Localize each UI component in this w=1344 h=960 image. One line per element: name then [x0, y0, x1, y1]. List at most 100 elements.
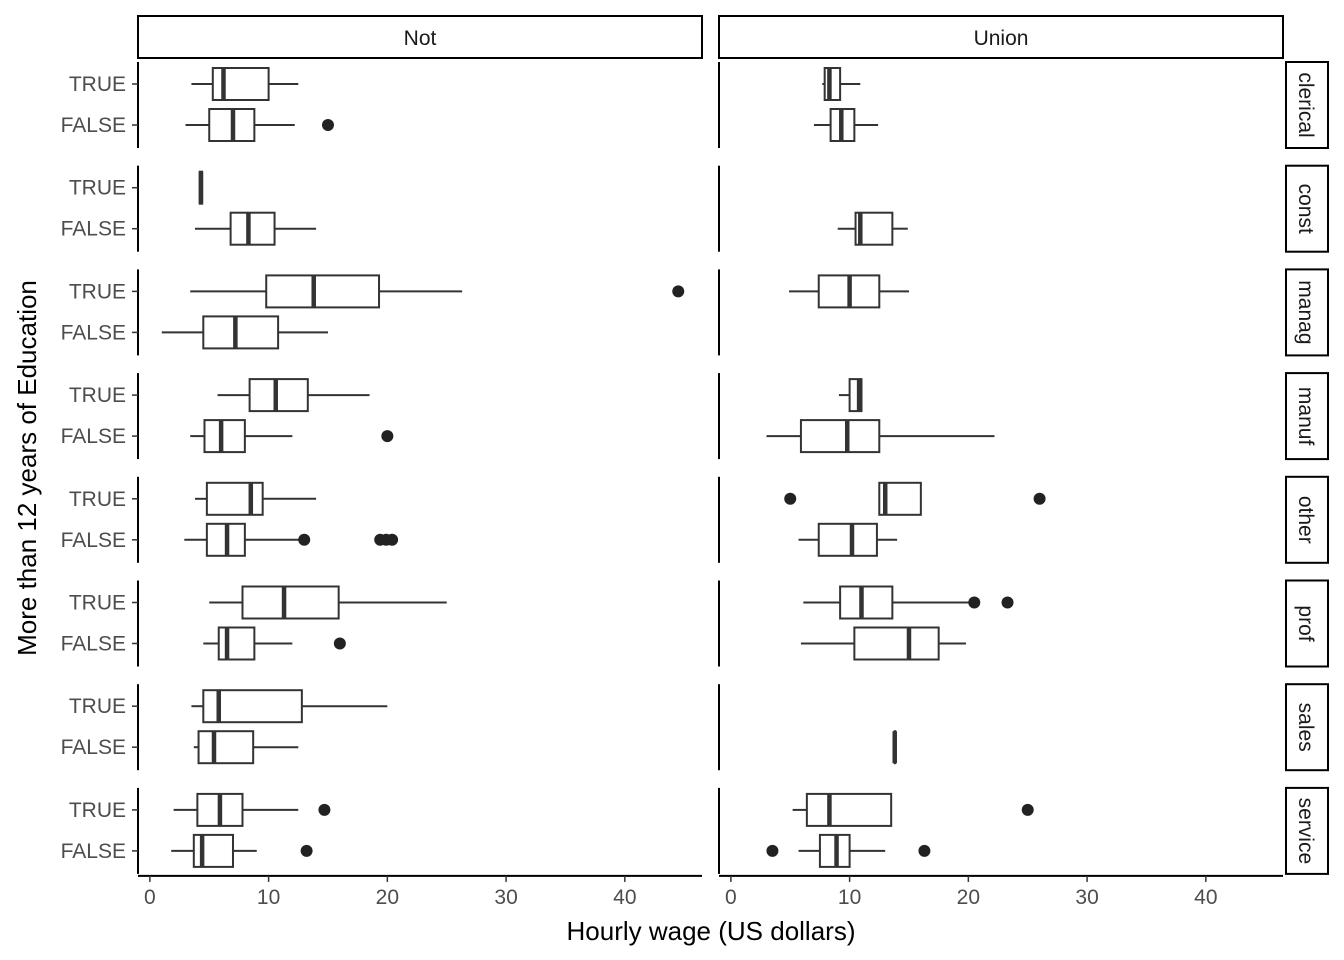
box-iqr	[853, 626, 940, 661]
box-union-other-true	[784, 481, 1046, 516]
y-tick-label: TRUE	[69, 384, 126, 407]
y-tick-label: TRUE	[69, 280, 126, 303]
box-not-service-false	[171, 833, 313, 868]
box-not-manag-false	[161, 315, 328, 350]
x-tick-label: 30	[1075, 886, 1098, 909]
x-tick-label: 10	[257, 886, 280, 909]
facet-strip-service	[1285, 786, 1329, 875]
x-tick-label: 0	[725, 886, 737, 909]
box-iqr	[205, 481, 264, 516]
y-tick-label: FALSE	[61, 529, 126, 552]
box-iqr	[799, 419, 881, 454]
box-iqr	[241, 585, 340, 620]
outlier-point	[298, 533, 311, 546]
facet-strip-sales	[1285, 683, 1329, 772]
facet-strip-manag	[1285, 268, 1329, 357]
outlier-point	[766, 844, 779, 857]
box-iqr	[192, 833, 234, 868]
outlier-point	[1001, 596, 1014, 609]
y-tick-label: FALSE	[61, 218, 126, 241]
facet-strip-union	[718, 15, 1284, 59]
box-union-manuf-false	[766, 419, 995, 454]
box-iqr	[839, 585, 894, 620]
box-union-clerical-true	[822, 67, 861, 101]
box-iqr	[197, 730, 255, 765]
facet-strip-label-not: Not	[404, 27, 437, 50]
box-union-service-true	[792, 792, 1034, 827]
x-tick-label: 20	[376, 886, 399, 909]
facet-strip-label-const: const	[1294, 184, 1317, 234]
box-iqr	[211, 67, 270, 101]
facet-strip-label-clerical: clerical	[1294, 72, 1317, 137]
outlier-point	[968, 596, 981, 609]
box-union-clerical-false	[813, 108, 879, 142]
x-axis-title: Hourly wage (US dollars)	[567, 916, 856, 946]
box-iqr	[202, 315, 280, 350]
outlier-point	[300, 844, 313, 857]
facet-strip-label-manag: manag	[1294, 280, 1317, 344]
outlier-point	[321, 119, 334, 131]
y-tick-label: TRUE	[69, 73, 126, 96]
box-iqr	[848, 378, 863, 413]
y-tick-label: FALSE	[61, 114, 126, 137]
box-not-const-true	[198, 170, 204, 205]
facet-strip-label-prof: prof	[1294, 605, 1317, 641]
y-tick-label: FALSE	[61, 633, 126, 656]
outlier-point	[1033, 492, 1046, 505]
facet-strip-not	[137, 15, 703, 59]
y-tick-label: TRUE	[69, 488, 126, 511]
axes: TRUE FALSE TRUE FALSE TRUE FALSE TRUE FALSE TRUE…	[61, 62, 1283, 909]
facet-strip-other	[1285, 475, 1329, 564]
box-iqr	[265, 274, 381, 309]
x-tick-label: 20	[957, 886, 980, 909]
y-tick-label: TRUE	[69, 799, 126, 822]
box-not-prof-true	[209, 585, 447, 620]
box-not-manag-true	[190, 274, 685, 309]
facet-strip-label-union: Union	[974, 27, 1029, 50]
box-union-prof-true	[803, 585, 1014, 620]
box-union-service-false	[766, 833, 931, 868]
box-not-other-true	[194, 481, 317, 516]
y-tick-label: FALSE	[61, 736, 126, 759]
facet-strip-clerical	[1285, 61, 1329, 149]
box-union-other-false	[798, 522, 898, 557]
y-tick-label: FALSE	[61, 321, 126, 344]
box-iqr	[217, 626, 256, 661]
facet-strips: Not Union clerical const manag manuf other prof…	[137, 15, 1329, 875]
outlier-point	[318, 803, 331, 816]
box-union-prof-false	[800, 626, 966, 661]
y-tick-label: FALSE	[61, 840, 126, 863]
box-not-clerical-false	[185, 108, 334, 142]
facet-strip-manuf	[1285, 372, 1329, 461]
outlier-point	[918, 844, 931, 857]
facet-strip-label-sales: sales	[1294, 703, 1317, 752]
box-not-manuf-false	[190, 419, 394, 454]
x-tick-label: 40	[613, 886, 636, 909]
box-iqr	[248, 378, 309, 413]
facet-strip-prof	[1285, 579, 1329, 668]
boxes	[161, 67, 1046, 868]
outlier-point	[386, 533, 399, 546]
box-not-service-true	[173, 792, 331, 827]
box-union-const-false	[837, 211, 908, 246]
y-tick-label: TRUE	[69, 592, 126, 615]
box-iqr	[203, 419, 246, 454]
outlier-point	[333, 637, 346, 650]
box-not-other-false	[184, 522, 399, 557]
x-tick-label: 40	[1194, 886, 1217, 909]
box-union-sales-false	[892, 730, 897, 765]
y-tick-label: FALSE	[61, 425, 126, 448]
facet-strip-const	[1285, 164, 1329, 253]
y-tick-label: TRUE	[69, 695, 126, 718]
facet-strip-label-service: service	[1294, 798, 1317, 865]
box-not-sales-true	[191, 689, 388, 724]
outlier-point	[1021, 803, 1034, 816]
box-not-sales-false	[193, 730, 299, 765]
y-tick-label: TRUE	[69, 177, 126, 200]
x-tick-label: 0	[144, 886, 156, 909]
y-axis-title: More than 12 years of Education	[12, 280, 42, 656]
facet-strip-label-other: other	[1294, 496, 1317, 544]
x-tick-label: 10	[838, 886, 861, 909]
box-iqr	[805, 792, 893, 827]
